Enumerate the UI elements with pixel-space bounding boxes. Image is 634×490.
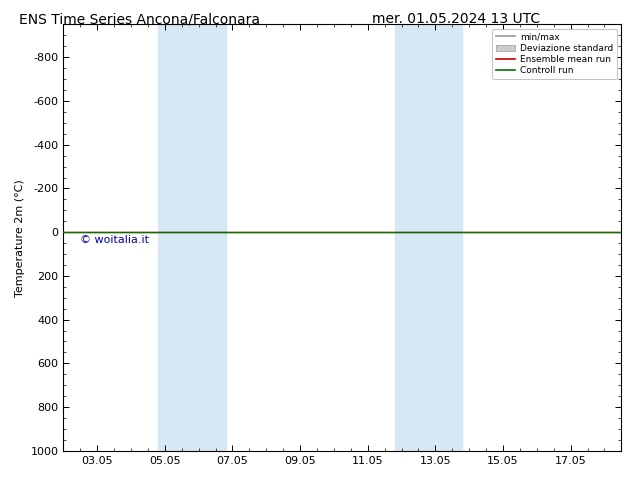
Legend: min/max, Deviazione standard, Ensemble mean run, Controll run: min/max, Deviazione standard, Ensemble m… [492,29,617,79]
Bar [395,24,462,451]
Y-axis label: Temperature 2m (°C): Temperature 2m (°C) [15,179,25,296]
Text: © woitalia.it: © woitalia.it [80,235,149,245]
Text: ENS Time Series Ancona/Falconara: ENS Time Series Ancona/Falconara [19,12,260,26]
Text: mer. 01.05.2024 13 UTC: mer. 01.05.2024 13 UTC [372,12,541,26]
Bar [158,24,226,451]
